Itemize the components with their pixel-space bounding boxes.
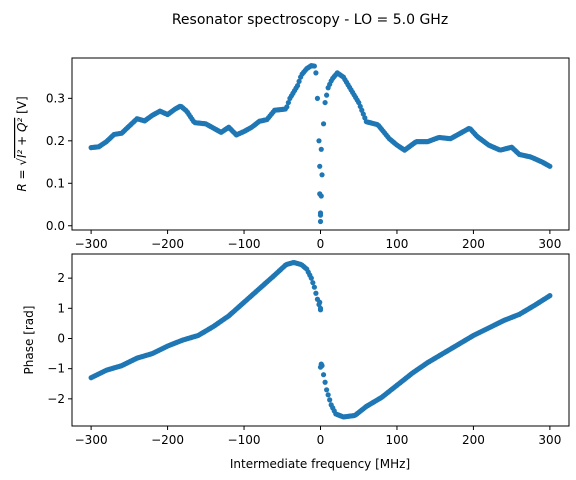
bottom-axes: −300 −200 −100 0 100 200 300 −2 −1 0 1 2 Phase [rad… (22, 253, 570, 471)
data-point (311, 63, 317, 69)
data-point (547, 293, 553, 299)
x-tick-label: 0 (317, 237, 325, 251)
top-y-label-prefix: R = √ (15, 158, 29, 192)
data-point (322, 379, 328, 385)
data-point (324, 92, 330, 98)
x-tick-label: −300 (75, 237, 108, 251)
x-tick-label: 100 (386, 237, 409, 251)
data-point (322, 99, 328, 106)
data-point (324, 387, 330, 393)
magnitude-series (88, 63, 553, 225)
top-axes-frame (71, 57, 570, 231)
data-point (317, 299, 323, 305)
x-tick-label: 200 (462, 433, 485, 447)
top-axes-ticks: −300 −200 −100 0 100 200 300 0.0 0.1 0.2 0.3 (46, 91, 561, 251)
data-point (319, 172, 325, 178)
data-point (310, 280, 316, 286)
data-point (320, 121, 327, 127)
top-y-label-radicand: I² + Q² (15, 118, 29, 158)
data-point (308, 275, 314, 281)
data-point (547, 163, 553, 169)
bottom-axes-frame (71, 253, 570, 427)
figure-title: Resonator spectroscopy - LO = 5.0 GHz (172, 12, 448, 28)
x-tick-label: 0 (317, 433, 325, 447)
y-tick-label: 0 (57, 331, 65, 345)
data-point (317, 212, 324, 218)
phase-series (88, 260, 553, 420)
y-tick-label: 0.0 (46, 219, 65, 233)
data-point (318, 193, 324, 199)
x-tick-label: −300 (75, 433, 108, 447)
y-tick-label: 0.1 (46, 176, 65, 190)
y-tick-label: 0.3 (46, 91, 65, 105)
x-tick-label: 100 (386, 433, 409, 447)
data-point (325, 392, 331, 398)
x-tick-label: −200 (151, 237, 184, 251)
data-point (313, 290, 319, 296)
x-tick-label: −100 (228, 433, 261, 447)
data-point (313, 70, 319, 76)
x-tick-label: 200 (462, 237, 485, 251)
data-point (285, 99, 291, 106)
y-tick-label: 1 (57, 301, 65, 315)
data-point (314, 95, 321, 101)
top-y-label-unit: [V] (15, 96, 29, 117)
data-point (317, 364, 324, 370)
data-point (317, 305, 324, 311)
bottom-axes-ticks: −300 −200 −100 0 100 200 300 −2 −1 0 1 2 (47, 271, 561, 447)
data-point (317, 218, 324, 225)
top-y-axis-label: R = √I² + Q² [V] (15, 96, 29, 191)
data-point (317, 163, 323, 169)
y-tick-label: −2 (47, 392, 65, 406)
data-point (320, 372, 327, 378)
data-point (311, 284, 317, 290)
x-tick-label: 300 (538, 237, 561, 251)
data-point (294, 83, 301, 89)
x-axis-label: Intermediate frequency [MHz] (230, 457, 410, 471)
x-tick-label: −200 (151, 433, 184, 447)
top-axes: −300 −200 −100 0 100 200 300 0.0 0.1 0.2 0.3 R = √… (15, 57, 570, 251)
data-point (327, 397, 333, 403)
data-point (318, 146, 324, 152)
y-tick-label: 0.2 (46, 134, 65, 148)
y-tick-label: −1 (47, 362, 65, 376)
x-tick-label: −100 (228, 237, 261, 251)
y-tick-label: 2 (57, 271, 65, 285)
bottom-y-axis-label: Phase [rad] (22, 306, 36, 375)
data-point (316, 138, 322, 144)
data-point (296, 78, 302, 84)
x-tick-label: 300 (538, 433, 561, 447)
data-point (284, 104, 290, 110)
